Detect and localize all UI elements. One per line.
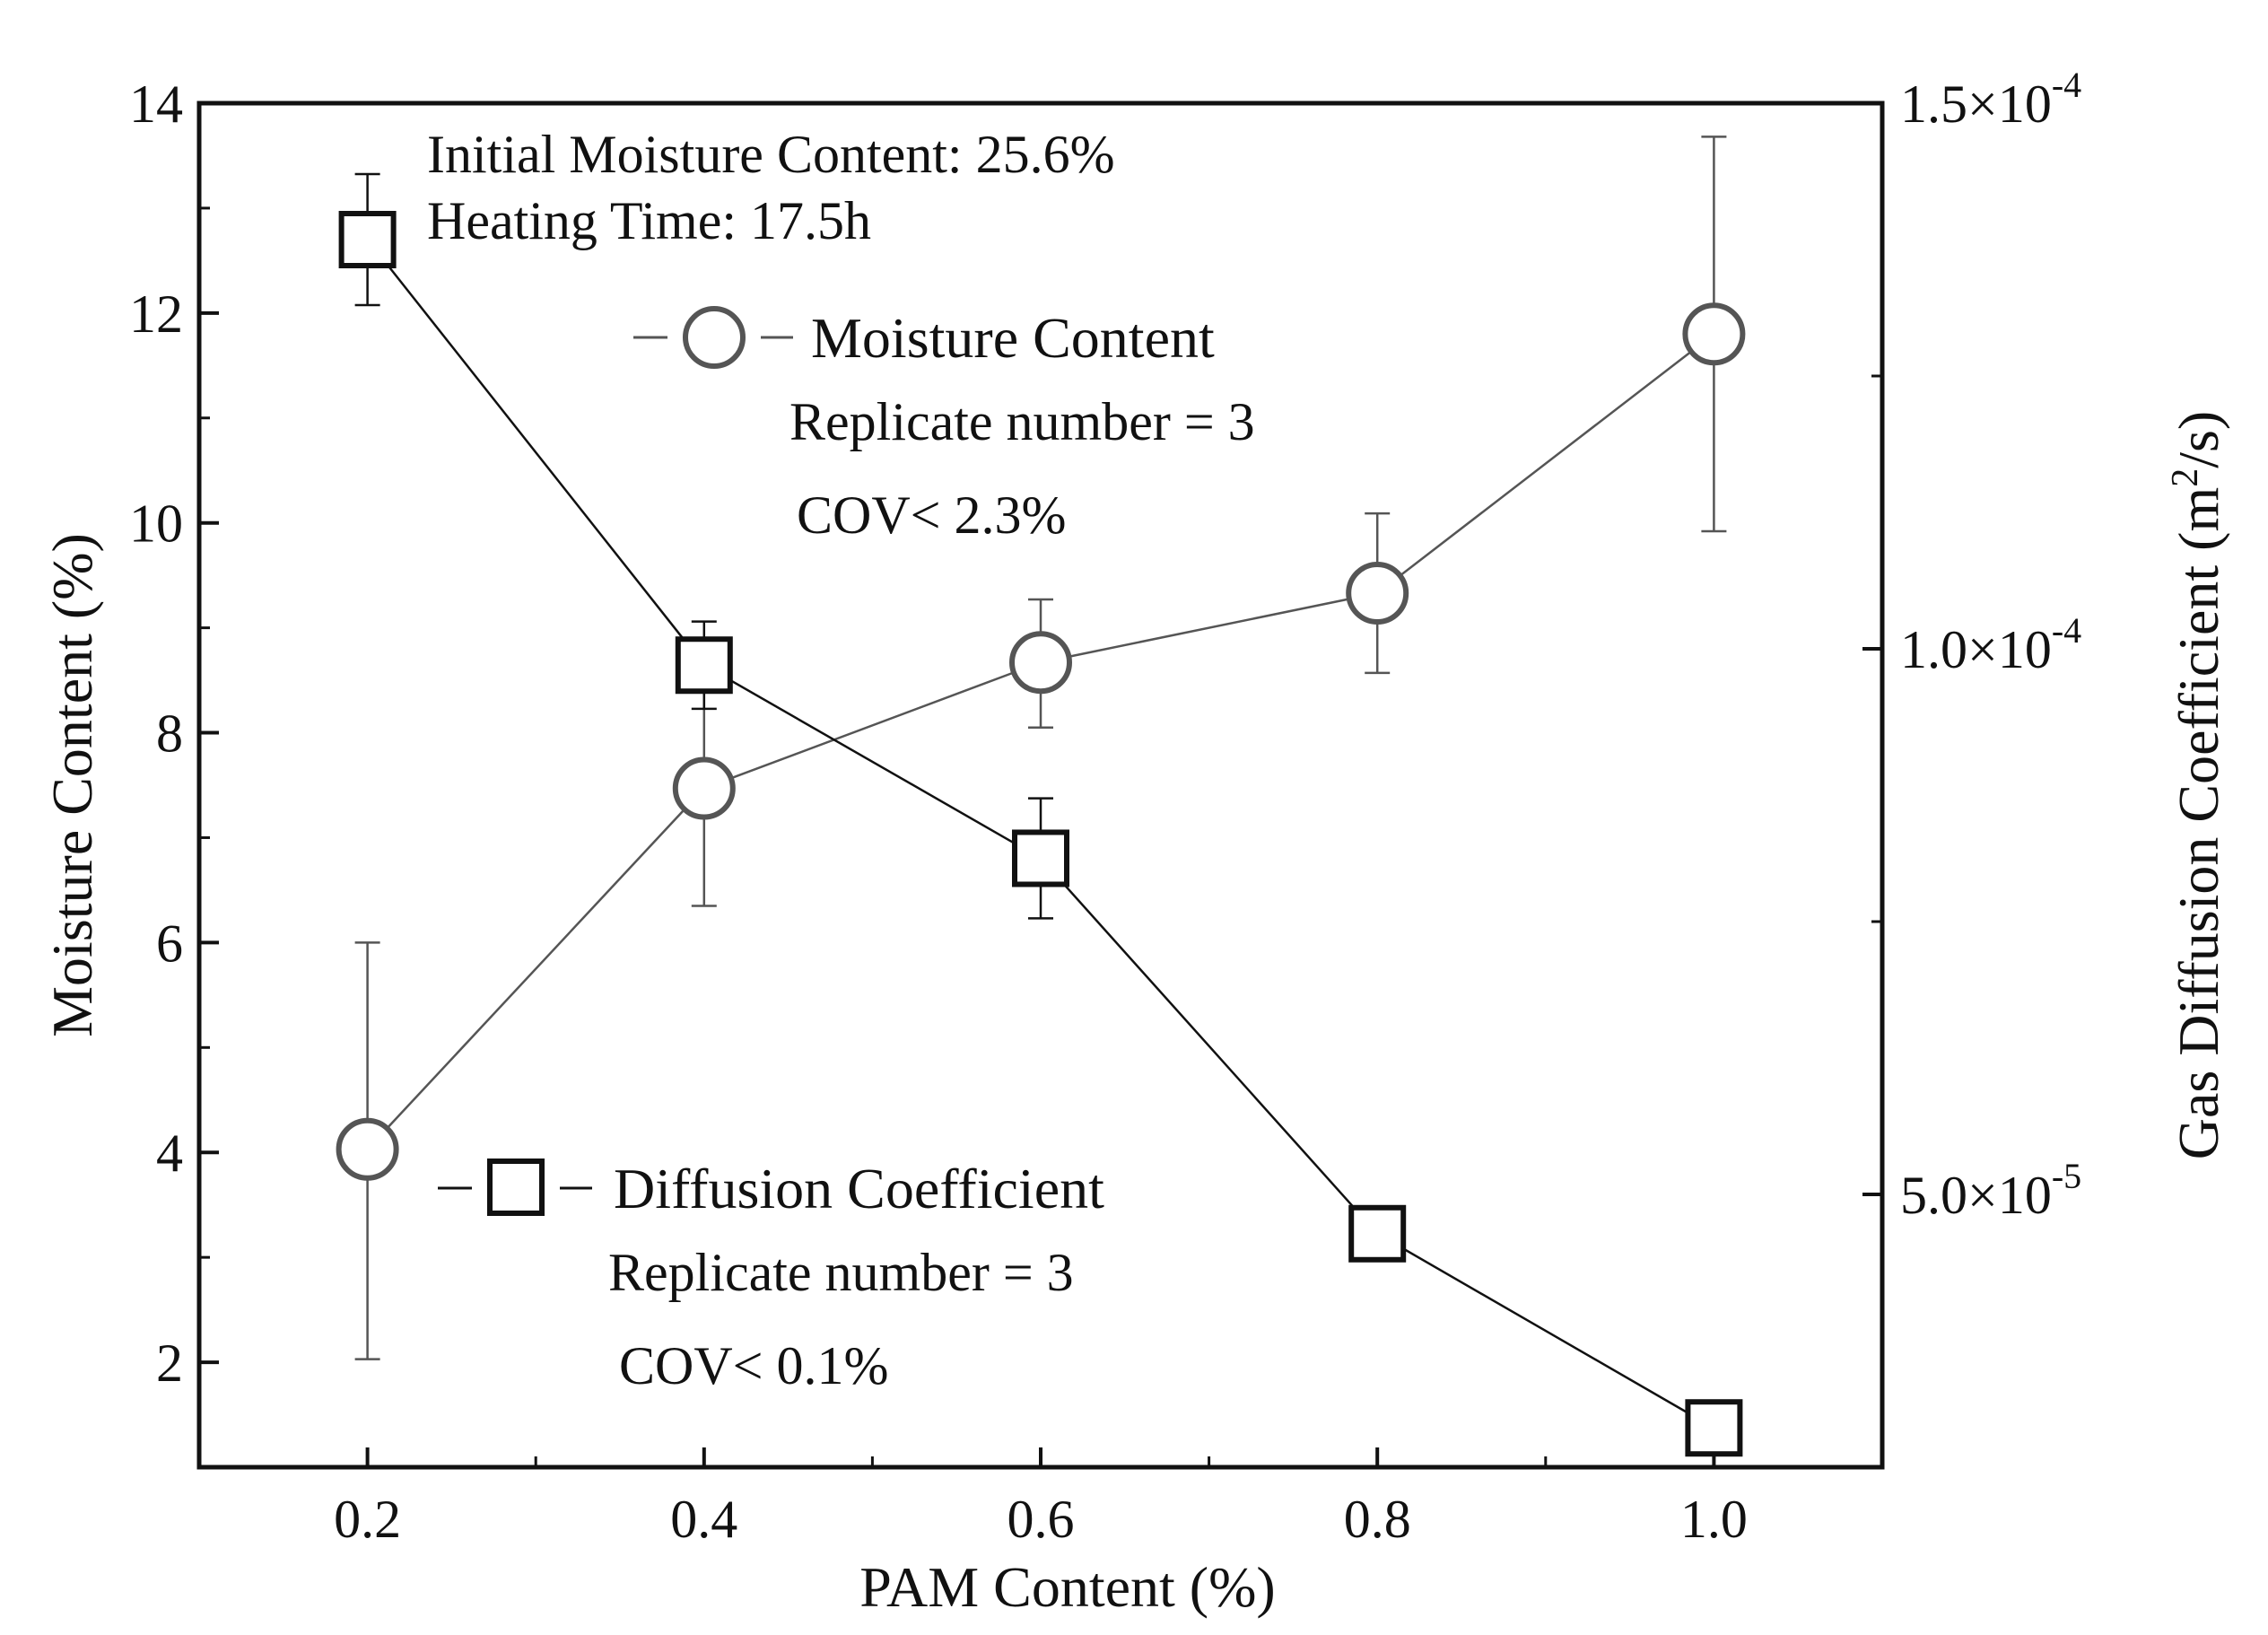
moisture-replicate-text: Replicate number = 3: [789, 392, 1255, 451]
y-right-tick-label: 1.5×10-4: [1900, 65, 2081, 134]
y-right-axis-title: Gas Diffusion Coefficient (m2/s): [2165, 411, 2230, 1160]
moisture-content-point: [1682, 302, 1746, 366]
moisture-content-point: [1346, 562, 1409, 625]
moisture-content-line-segment: [1070, 598, 1348, 658]
y-left-tick-label: 14: [129, 74, 183, 134]
y-left-axis-title: Moisture Content (%): [40, 533, 104, 1037]
x-axis-ticks: 0.2 0.4 0.6 0.8 1.0: [334, 1447, 1748, 1549]
heating-time-annotation: Heating Time: 17.5h: [427, 191, 871, 250]
series-lines: [383, 259, 1692, 1416]
diffusion-coefficient-line-segment: [1400, 1246, 1692, 1416]
diffusion-coefficient-line-segment: [1058, 877, 1361, 1215]
y-right-tick-exponent: -4: [2052, 65, 2081, 105]
diffusion-coefficient-point: [1348, 1204, 1407, 1263]
x-tick-label: 0.6: [1008, 1490, 1075, 1549]
y-right-axis-ticks: 5.0×10-51.0×10-41.5×10-4: [1862, 65, 2081, 1469]
diffusion-legend-square-icon: [487, 1158, 545, 1216]
diffusion-coefficient-point: [1012, 829, 1069, 887]
y-left-tick-label: 12: [129, 284, 183, 344]
diffusion-coefficient-point: [1685, 1399, 1743, 1457]
moisture-legend-circle-icon: [683, 306, 746, 369]
y-left-tick-label: 4: [156, 1124, 183, 1183]
x-tick-label: 0.4: [670, 1490, 737, 1549]
moisture-legend: Moisture Content: [633, 306, 1215, 370]
y-right-tick-label: 5.0×10-5: [1900, 1156, 2081, 1225]
diffusion-replicate-text: Replicate number = 3: [608, 1243, 1074, 1302]
y-right-axis-title-suffix: /s): [2167, 411, 2230, 468]
x-tick-label: 1.0: [1680, 1490, 1748, 1549]
moisture-content-line-segment: [1400, 351, 1691, 576]
diffusion-coefficient-line-segment: [383, 259, 689, 645]
diffusion-coefficient-line-segment: [727, 678, 1018, 846]
y-right-tick-exponent: -5: [2052, 1156, 2081, 1196]
x-tick-label: 0.2: [334, 1490, 401, 1549]
x-tick-label: 0.8: [1344, 1490, 1411, 1549]
diffusion-legend-label: Diffusion Coefficient: [614, 1157, 1104, 1220]
y-left-axis-ticks: 2 4 6 8 10 12 14: [129, 74, 219, 1393]
diffusion-legend: Diffusion Coefficient: [438, 1157, 1104, 1220]
y-right-tick-mantissa: 1.5×10: [1900, 74, 2052, 134]
moisture-content-point: [1009, 631, 1072, 695]
y-right-tick-mantissa: 5.0×10: [1900, 1166, 2052, 1225]
moisture-legend-label: Moisture Content: [811, 306, 1215, 370]
x-axis-title: PAM Content (%): [859, 1555, 1275, 1619]
y-right-tick-exponent: -4: [2052, 610, 2081, 651]
initial-moisture-annotation: Initial Moisture Content: 25.6%: [427, 125, 1115, 184]
data-markers: [336, 211, 1746, 1457]
diffusion-coefficient-point: [675, 636, 733, 695]
moisture-content-line-segment: [732, 671, 1013, 779]
diffusion-cov-text: COV< 0.1%: [619, 1336, 889, 1395]
y-right-tick-label: 1.0×10-4: [1900, 610, 2081, 679]
y-right-axis-title-sup: 2: [2165, 468, 2206, 487]
y-left-tick-label: 10: [129, 494, 183, 554]
moisture-content-point: [336, 1117, 399, 1181]
y-left-tick-label: 8: [156, 704, 183, 764]
y-right-tick-mantissa: 1.0×10: [1900, 620, 2052, 679]
moisture-cov-text: COV< 2.3%: [797, 485, 1067, 545]
moisture-content-point: [672, 756, 736, 820]
y-right-axis-title-prefix: Gas Diffusion Coefficient (m: [2167, 487, 2230, 1160]
diffusion-coefficient-point: [338, 211, 397, 268]
y-left-tick-label: 6: [156, 914, 183, 973]
y-left-tick-label: 2: [156, 1333, 183, 1393]
moisture-content-line-segment: [387, 809, 685, 1128]
